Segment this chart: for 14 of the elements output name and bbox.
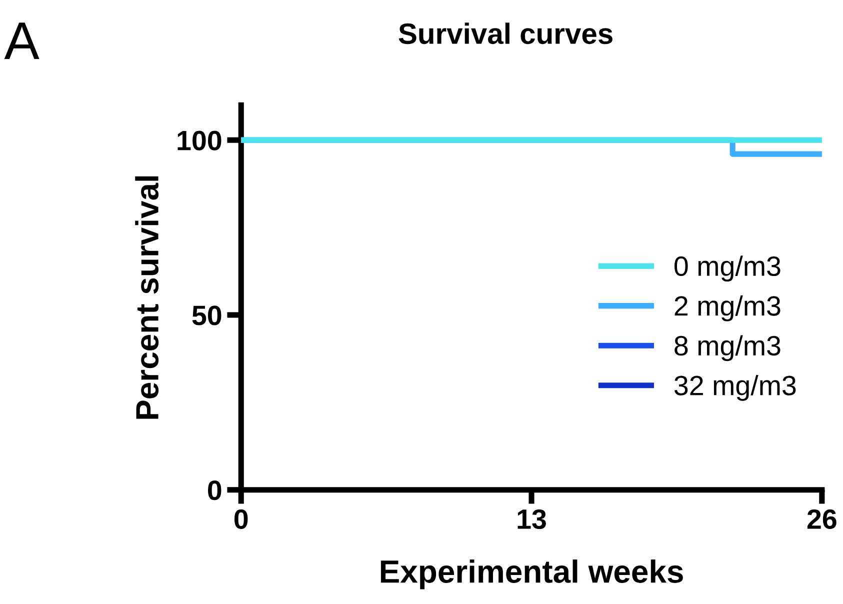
y-tick-label: 50 (192, 306, 222, 326)
y-tick-label: 0 (208, 480, 222, 500)
y-tick-label: 100 (178, 130, 222, 150)
x-tick-label: 26 (807, 509, 836, 529)
x-axis-title: Experimental weeks (380, 559, 683, 590)
legend-label: 2 mg/m3 (674, 295, 780, 322)
chart-title: Survival curves (398, 22, 612, 44)
x-tick-label: 13 (518, 509, 546, 530)
legend-label: 8 mg/m3 (674, 335, 780, 362)
legend-label: 0 mg/m3 (674, 256, 780, 282)
text: A (4, 22, 40, 59)
y-axis-title: Percent survival (135, 176, 159, 419)
x-tick-label: 0 (234, 509, 248, 529)
legend-label: 32 mg/m3 (674, 374, 796, 401)
